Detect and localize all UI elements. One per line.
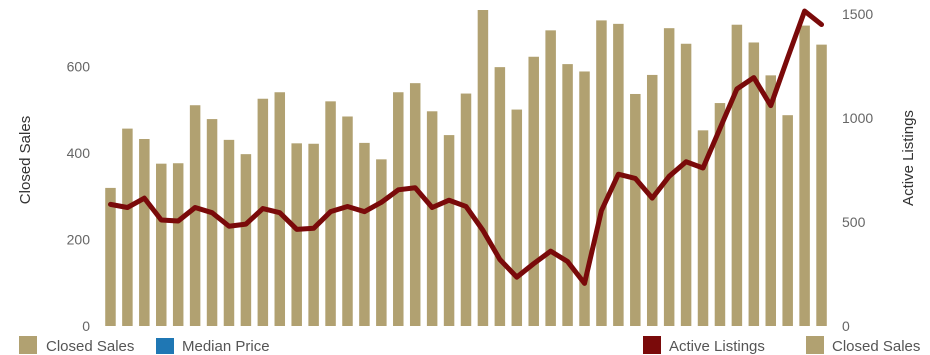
closed-sales-bar	[545, 30, 556, 326]
legend-right: Active Listings Closed Sales	[643, 336, 920, 355]
closed-sales-bar	[731, 24, 743, 326]
closed-sales-bar	[477, 10, 489, 326]
closed-sales-bar	[376, 159, 387, 326]
closed-sales-bar	[274, 92, 286, 326]
closed-sales-bar	[206, 119, 218, 326]
left-tick-label: 400	[67, 145, 91, 161]
right-tick-label: 500	[842, 214, 866, 230]
closed-sales-bar	[240, 154, 252, 326]
legend-swatch-active-listings	[643, 336, 661, 354]
closed-sales-bar	[189, 105, 201, 326]
active-listings-line-group	[107, 8, 825, 286]
closed-sales-bar	[494, 67, 506, 326]
closed-sales-bar	[782, 115, 793, 326]
right-axis-ticks: 0 500 1000 1500	[842, 6, 873, 334]
closed-sales-bar	[257, 98, 269, 327]
left-axis-title: Closed Sales	[17, 116, 34, 204]
left-tick-label: 600	[67, 58, 91, 74]
closed-sales-bar	[342, 116, 353, 327]
closed-sales-bar	[680, 43, 692, 326]
closed-sales-bar	[308, 143, 319, 326]
closed-sales-bar	[714, 103, 726, 326]
closed-sales-bar	[291, 143, 302, 326]
closed-sales-bar	[393, 92, 404, 326]
left-tick-label: 200	[67, 231, 91, 247]
legend-label-median-price: Median Price	[182, 338, 270, 355]
legend-swatch-closed-sales-2	[806, 336, 824, 354]
legend-label-active-listings: Active Listings	[669, 338, 765, 355]
closed-sales-bar	[562, 64, 573, 327]
right-tick-label: 1000	[842, 110, 873, 126]
closed-sales-bar	[596, 20, 607, 326]
closed-sales-bar	[816, 44, 827, 326]
closed-sales-bar	[359, 142, 370, 326]
closed-sales-bar	[579, 71, 590, 326]
left-tick-label: 0	[82, 318, 90, 334]
right-tick-label: 1500	[842, 6, 873, 22]
right-axis-title: Active Listings	[900, 110, 917, 206]
closed-sales-bar	[156, 163, 167, 326]
legend-swatch-closed-sales	[19, 336, 37, 354]
closed-sales-bar	[765, 75, 776, 326]
closed-sales-bar	[511, 109, 523, 326]
closed-sales-bar	[630, 93, 641, 326]
closed-sales-bar	[223, 139, 235, 326]
legend-label-closed-sales-2: Closed Sales	[832, 338, 920, 355]
closed-sales-bars	[105, 10, 827, 327]
left-axis-ticks: 0 200 400 600	[67, 58, 91, 334]
closed-sales-bar	[426, 111, 438, 326]
right-tick-label: 0	[842, 318, 850, 334]
legend-left: Closed Sales Median Price	[19, 336, 270, 355]
active-listings-line	[107, 8, 825, 286]
closed-sales-bar	[105, 187, 116, 326]
closed-sales-bar	[748, 42, 760, 326]
closed-sales-bar	[139, 139, 150, 326]
closed-sales-bar	[799, 25, 810, 327]
legend-swatch-median-price	[156, 338, 174, 354]
closed-sales-bar	[528, 56, 539, 326]
closed-sales-bar	[122, 128, 133, 326]
closed-sales-bar	[697, 130, 709, 326]
closed-sales-bar	[409, 83, 421, 326]
closed-sales-bar	[172, 163, 184, 326]
legend-label-closed-sales: Closed Sales	[46, 338, 134, 355]
closed-sales-bar	[443, 135, 455, 326]
